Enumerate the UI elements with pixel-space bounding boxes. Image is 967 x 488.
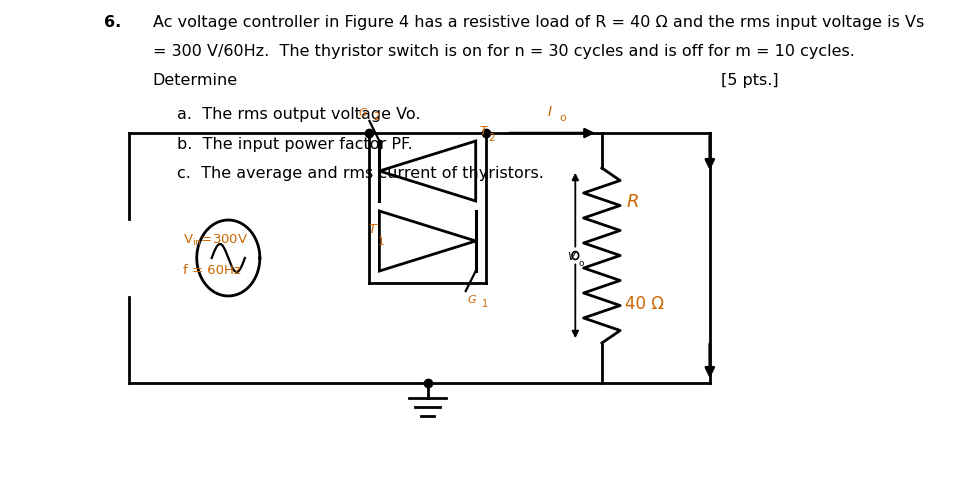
Text: G: G [359, 108, 366, 118]
Text: = 300 V/60Hz.  The thyristor switch is on for n = 30 cycles and is off for m = 1: = 300 V/60Hz. The thyristor switch is on… [153, 44, 855, 59]
Text: G: G [467, 295, 476, 305]
Text: V: V [567, 252, 574, 263]
Text: I: I [548, 105, 552, 119]
Text: o: o [560, 113, 567, 123]
Text: [5 pts.]: [5 pts.] [721, 73, 778, 88]
Text: Ac voltage controller in Figure 4 has a resistive load of R = 40 Ω and the rms i: Ac voltage controller in Figure 4 has a … [153, 15, 923, 30]
Text: b.  The input power factor PF.: b. The input power factor PF. [177, 137, 412, 152]
Text: 2: 2 [372, 112, 379, 122]
Text: o: o [578, 259, 584, 268]
Text: 1: 1 [482, 299, 487, 309]
Text: 6.: 6. [104, 15, 122, 30]
Text: a.  The rms output voltage Vo.: a. The rms output voltage Vo. [177, 107, 420, 122]
Text: 1: 1 [378, 237, 384, 247]
Text: R: R [627, 193, 639, 211]
Text: 40 Ω: 40 Ω [625, 295, 664, 313]
Text: T: T [479, 125, 486, 138]
Text: f = 60Hz: f = 60Hz [183, 264, 241, 278]
Text: 2: 2 [488, 133, 495, 143]
Text: T: T [368, 223, 376, 236]
Text: $\mathregular{V_{in}}$=300V: $\mathregular{V_{in}}$=300V [183, 232, 248, 247]
Text: c.  The average and rms current of thyristors.: c. The average and rms current of thyris… [177, 166, 543, 181]
Text: Determine: Determine [153, 73, 238, 88]
